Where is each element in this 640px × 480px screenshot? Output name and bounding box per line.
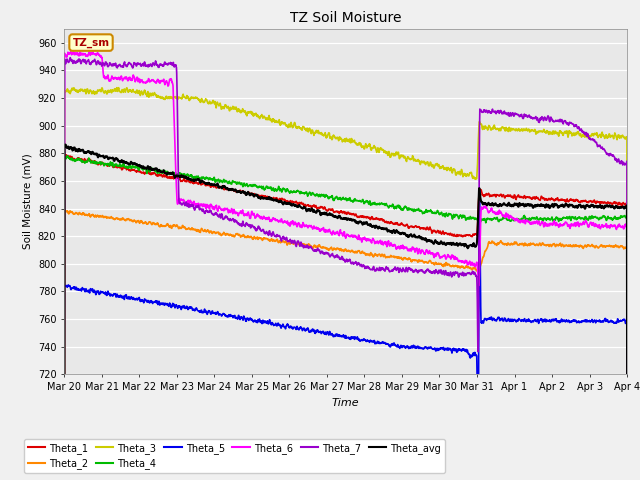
Theta_2 <box>504 240 511 246</box>
Theta_3 <box>334 135 342 141</box>
Theta_4 <box>607 216 614 221</box>
Theta_avg <box>607 204 615 210</box>
Theta_6 <box>334 230 342 236</box>
Theta_4 <box>63 153 71 158</box>
Y-axis label: Soil Moisture (mV): Soil Moisture (mV) <box>22 154 32 250</box>
Theta_3 <box>607 133 615 139</box>
Theta_avg <box>319 210 327 216</box>
Theta_2 <box>607 243 615 249</box>
Theta_5 <box>607 317 614 323</box>
Theta_2 <box>61 207 68 213</box>
Theta_5 <box>476 188 483 193</box>
Theta_1 <box>319 206 327 212</box>
Theta_7 <box>504 112 511 118</box>
Theta_6 <box>504 211 511 217</box>
Theta_4 <box>504 217 511 223</box>
Theta_5 <box>319 328 327 334</box>
Theta_2 <box>319 245 327 251</box>
Theta_3 <box>504 126 511 132</box>
Theta_6 <box>89 49 97 55</box>
Theta_5 <box>504 317 511 323</box>
Theta_avg <box>61 142 69 147</box>
Text: TZ_sm: TZ_sm <box>72 37 109 48</box>
Theta_7 <box>89 58 97 64</box>
Theta_5 <box>89 287 97 293</box>
Line: Theta_1: Theta_1 <box>64 155 627 480</box>
Theta_7 <box>623 461 631 467</box>
Line: Theta_avg: Theta_avg <box>64 144 627 480</box>
Theta_5 <box>607 318 615 324</box>
Line: Theta_7: Theta_7 <box>64 58 627 480</box>
X-axis label: Time: Time <box>332 397 360 408</box>
Theta_7 <box>334 254 342 260</box>
Theta_6 <box>319 225 327 231</box>
Theta_1 <box>607 200 614 206</box>
Theta_4 <box>89 158 97 164</box>
Theta_1 <box>504 192 511 198</box>
Theta_4 <box>334 197 342 203</box>
Theta_1 <box>89 160 97 166</box>
Line: Theta_5: Theta_5 <box>64 191 627 480</box>
Theta_7 <box>319 251 327 256</box>
Theta_3 <box>319 132 327 138</box>
Line: Theta_3: Theta_3 <box>64 88 627 480</box>
Legend: Theta_1, Theta_2, Theta_3, Theta_4, Theta_5, Theta_6, Theta_7, Theta_avg: Theta_1, Theta_2, Theta_3, Theta_4, Thet… <box>24 439 445 473</box>
Line: Theta_6: Theta_6 <box>64 52 627 480</box>
Title: TZ Soil Moisture: TZ Soil Moisture <box>290 11 401 25</box>
Theta_6 <box>67 49 75 55</box>
Theta_1 <box>62 152 70 157</box>
Line: Theta_2: Theta_2 <box>64 210 627 480</box>
Theta_3 <box>623 443 631 448</box>
Theta_2 <box>89 212 97 218</box>
Theta_4 <box>607 215 615 221</box>
Theta_6 <box>607 222 615 228</box>
Theta_avg <box>504 203 511 208</box>
Line: Theta_4: Theta_4 <box>64 156 627 480</box>
Theta_3 <box>113 85 121 91</box>
Theta_avg <box>334 215 342 220</box>
Theta_4 <box>319 193 327 199</box>
Theta_5 <box>334 332 342 338</box>
Theta_7 <box>607 152 615 157</box>
Theta_7 <box>67 55 74 60</box>
Theta_3 <box>607 134 614 140</box>
Theta_6 <box>607 222 614 228</box>
Theta_avg <box>607 204 614 210</box>
Theta_1 <box>607 201 615 206</box>
Theta_2 <box>607 244 614 250</box>
Theta_avg <box>89 149 97 155</box>
Theta_1 <box>334 209 342 215</box>
Theta_7 <box>607 152 614 157</box>
Theta_2 <box>334 246 342 252</box>
Theta_3 <box>89 89 97 95</box>
